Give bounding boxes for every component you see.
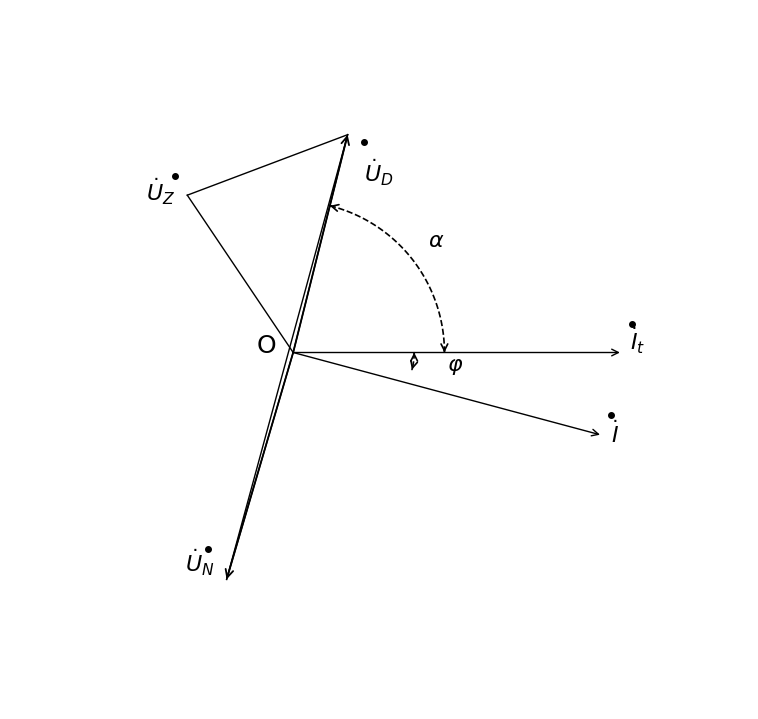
Text: $\dot{U}_N$: $\dot{U}_N$ (185, 547, 215, 578)
Text: $\dot{I}_t$: $\dot{I}_t$ (631, 325, 646, 356)
Text: $\dot{U}_D$: $\dot{U}_D$ (365, 157, 394, 188)
Text: $\varphi$: $\varphi$ (447, 357, 464, 377)
Text: $\alpha$: $\alpha$ (428, 231, 444, 251)
Text: $\dot{U}_Z$: $\dot{U}_Z$ (146, 177, 175, 208)
Text: O: O (256, 334, 276, 359)
Text: $\dot{I}$: $\dot{I}$ (611, 420, 619, 446)
